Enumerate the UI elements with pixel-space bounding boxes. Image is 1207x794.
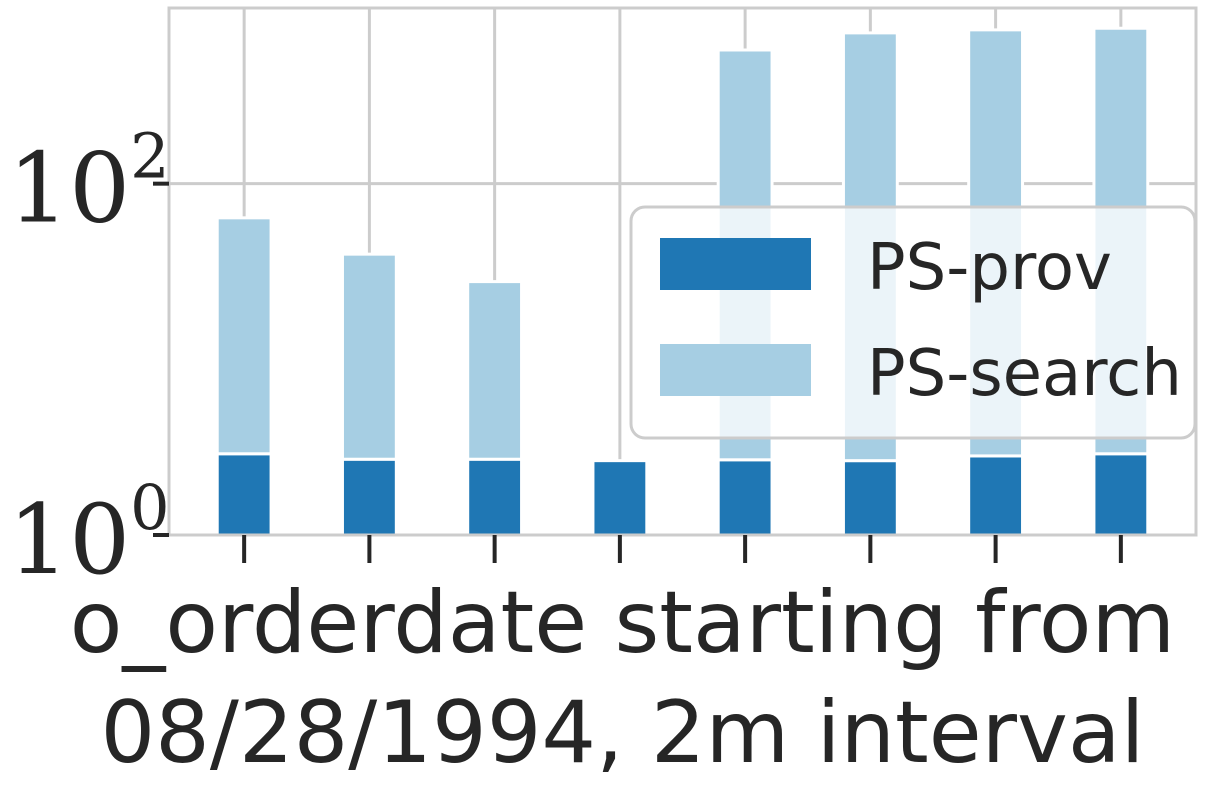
bar-ps-search: [340, 252, 398, 461]
x-axis-label-line: o_orderdate starting from: [70, 573, 1175, 673]
legend: PS-prov PS-search: [629, 205, 1197, 440]
x-axis-label-line: 08/28/1994, 2m interval: [100, 683, 1144, 783]
bar-ps-prov: [340, 457, 398, 537]
legend-label: PS-prov: [867, 231, 1112, 305]
bar-ps-prov: [466, 457, 524, 537]
bar-ps-search: [466, 280, 524, 461]
legend-label: PS-search: [867, 337, 1182, 411]
legend-swatch: [660, 238, 811, 290]
legend-swatch: [660, 344, 811, 396]
bar-ps-prov: [716, 458, 774, 537]
y-tick-label: 102: [8, 120, 170, 245]
bar-ps-prov: [841, 459, 899, 537]
bar-ps-prov: [967, 454, 1025, 537]
axis-ticks: 100 102: [8, 120, 1123, 596]
bar-ps-prov: [1092, 452, 1150, 537]
bar-ps-search: [215, 216, 273, 456]
bar-ps-prov: [591, 459, 649, 537]
bar-ps-prov: [215, 452, 273, 537]
y-tick-label: 100: [8, 471, 170, 596]
